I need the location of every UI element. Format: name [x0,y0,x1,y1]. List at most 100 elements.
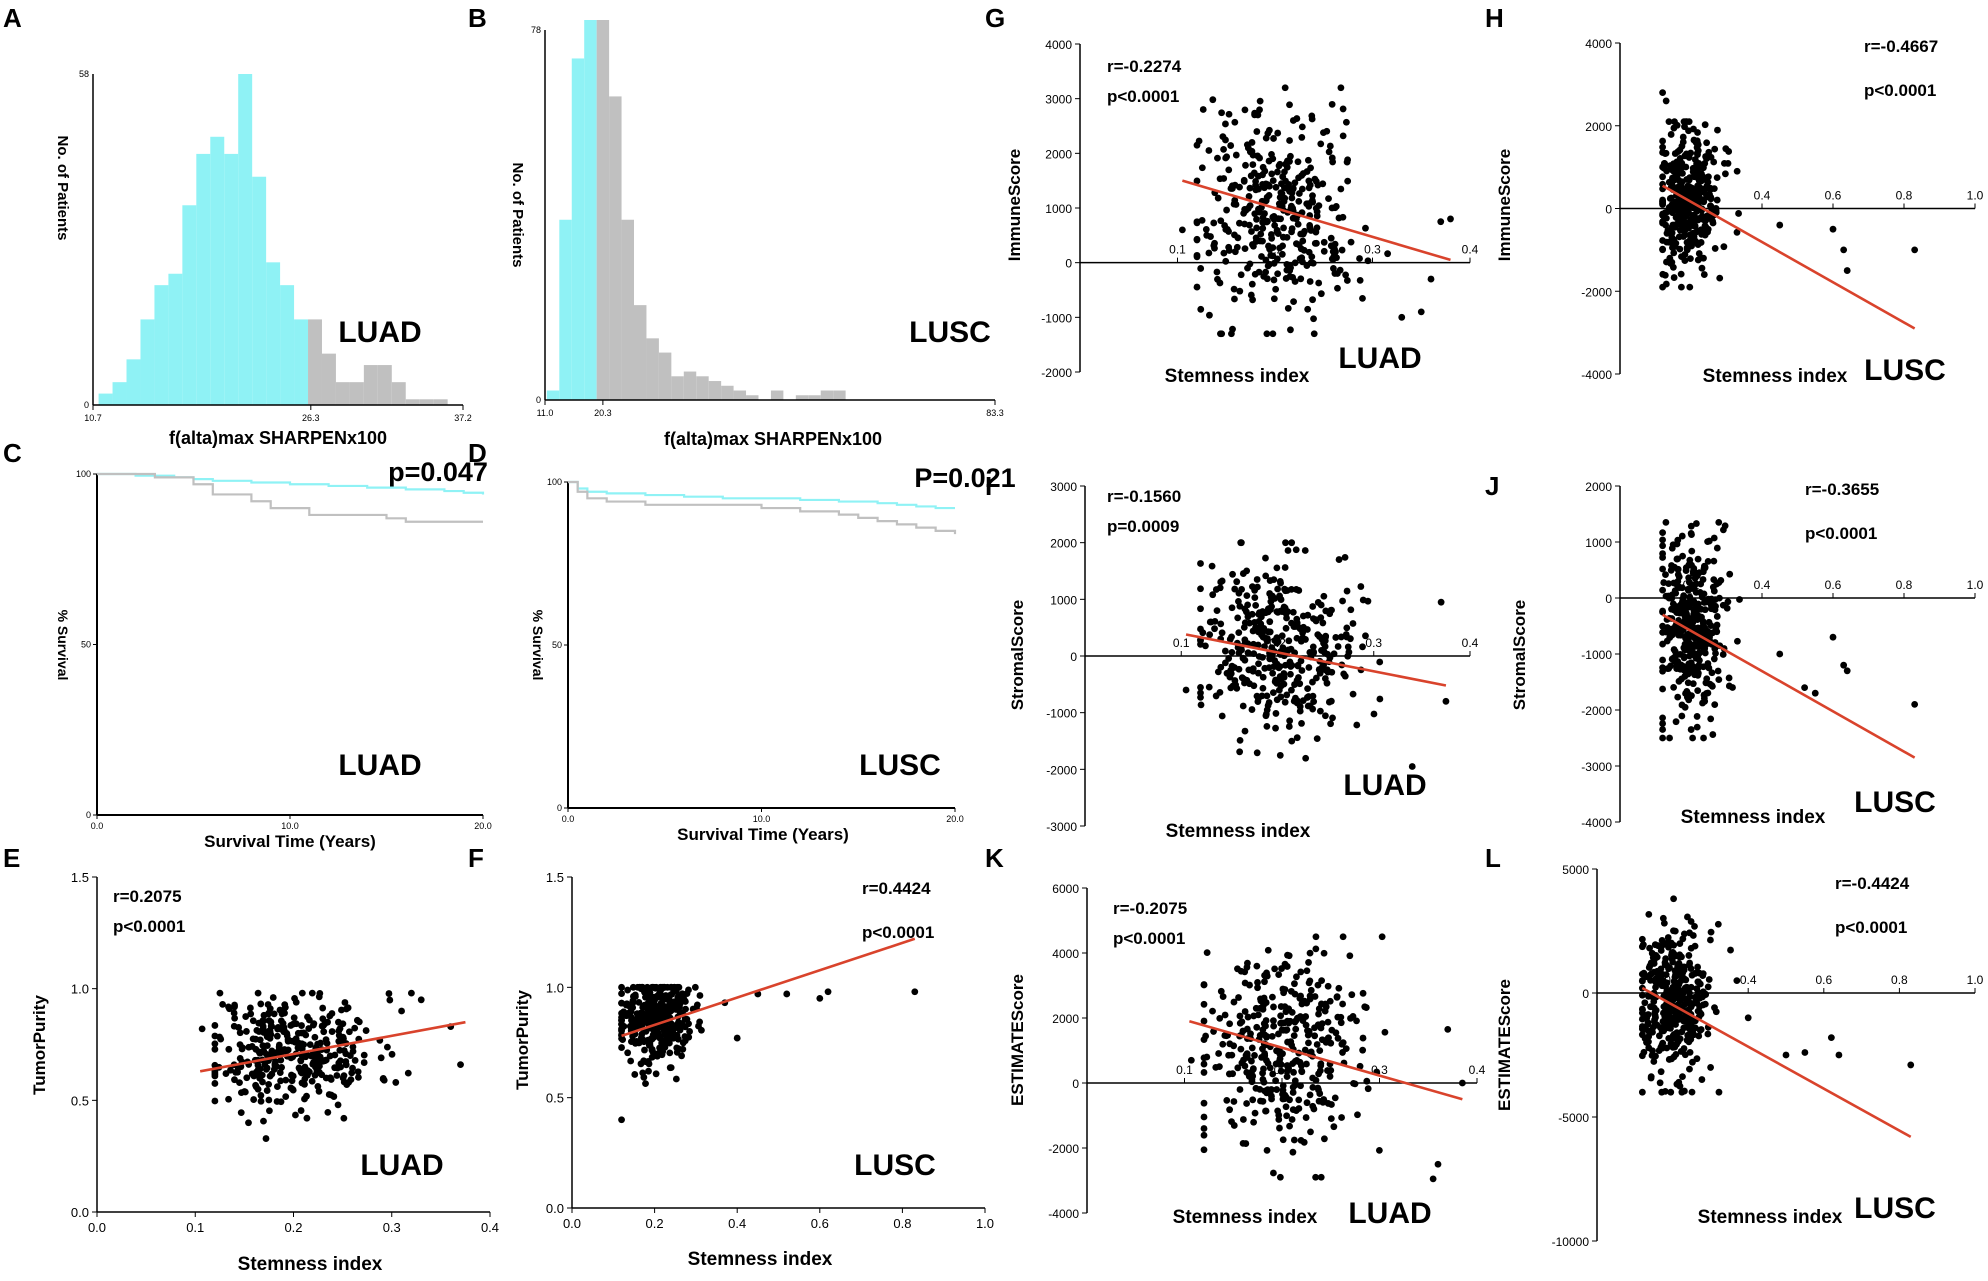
scatter-point [1262,180,1270,188]
histogram-bar [559,219,572,400]
x-tick-label: 0.1 [1176,1063,1193,1077]
y-tick-label: -4000 [1048,1207,1079,1221]
y-tick-label: -10000 [1552,1235,1590,1249]
scatter-point [1268,603,1275,611]
scatter-point [1275,162,1283,170]
x-tick-label: 0.2 [646,1216,664,1231]
scatter-point [1657,965,1665,973]
scatter-point [1670,124,1678,132]
histogram-bar [634,305,647,400]
scatter-point [384,1043,391,1051]
scatter-point [1346,952,1354,960]
scatter-point [302,1053,310,1061]
panel-letter-D: D [468,438,487,468]
scatter-point [1370,710,1378,718]
scatter-point [1302,1013,1310,1020]
scatter-point [1297,968,1305,976]
scatter-point [1680,653,1688,660]
scatter-point [1678,584,1686,592]
scatter-point [1245,192,1253,200]
scatter-point [1300,246,1308,254]
scatter-point [1694,1007,1702,1015]
scatter-point [1328,154,1336,162]
scatter-point [268,1047,276,1055]
scatter-point [360,1059,368,1066]
scatter-point [1684,913,1691,921]
scatter-point [1301,547,1309,554]
p-value-label: P=0.021 [914,463,1015,493]
scatter-point [1193,141,1201,149]
scatter-point [1247,1030,1254,1038]
scatter-point [1683,118,1691,126]
scatter-point [1364,1085,1372,1093]
scatter-point [664,1039,672,1046]
scatter-point [1259,163,1267,171]
scatter-point [1276,1124,1283,1132]
scatter-point [1225,1070,1233,1078]
scatter-point [1225,655,1233,662]
scatter-point [308,1077,316,1085]
y-tick-label: -3000 [1581,760,1612,774]
x-tick-label: 26.3 [302,413,320,423]
scatter-point [1242,1051,1250,1059]
scatter-point [1644,1011,1652,1018]
scatter-point [1288,1008,1296,1016]
y-tick-label: -2000 [1581,285,1612,299]
scatter-point [1343,587,1351,595]
scatter-point [640,1073,648,1081]
scatter-point [1205,249,1213,257]
scatter-point [653,992,661,1000]
scatter-point [1334,1034,1342,1042]
y-tick-label: 0 [1605,203,1612,217]
scatter-point [1276,1050,1284,1058]
scatter-point [1359,1046,1367,1054]
y-tick-label: -3000 [1046,820,1077,834]
scatter-point [1309,603,1317,610]
scatter-point [1274,585,1282,593]
scatter-point [1303,999,1311,1007]
scatter-point [319,1004,327,1012]
scatter-point [225,1095,232,1103]
scatter-point [1305,1039,1312,1047]
scatter-point [1659,656,1666,664]
scatter-point [1215,1050,1223,1057]
scatter-point [1197,560,1204,567]
scatter-point [211,1040,219,1048]
scatter-point [1253,962,1261,970]
scatter-point [1289,185,1297,193]
scatter-point [1250,169,1258,177]
scatter-point [1362,632,1369,640]
y-tick-label: 2000 [1050,537,1077,551]
scatter-point [1331,245,1338,253]
cohort-tag: LUSC [909,316,991,349]
scatter-point [1272,1077,1280,1085]
scatter-point [1304,1031,1312,1039]
scatter-point [1211,244,1218,252]
scatter-point [1231,677,1239,684]
y-tick-label: -4000 [1581,816,1612,830]
scatter-point [1359,294,1366,302]
scatter-point [263,1087,271,1094]
scatter-point [1302,1114,1310,1121]
scatter-point [1661,1023,1668,1031]
scatter-point [633,1015,641,1022]
scatter-point [262,1065,270,1073]
scatter-point [1215,1063,1223,1071]
scatter-point [1298,134,1306,141]
scatter-point [1309,1102,1317,1110]
scatter-point [1291,259,1299,267]
scatter-point [1692,588,1700,596]
scatter-point [1305,664,1313,671]
scatter-point [1202,1032,1210,1040]
scatter-point [198,1025,206,1033]
scatter-point [317,1039,324,1047]
scatter-point [1280,1019,1288,1027]
scatter-point [1319,619,1327,627]
scatter-point [417,996,425,1004]
x-tick-label: 0.4 [1469,1063,1486,1077]
scatter-point [1302,1021,1310,1029]
scatter-point [1328,668,1336,676]
correlation-label: r=0.2075 [113,887,182,906]
scatter-point [1301,1046,1309,1054]
survival-panel-C: 0.0 10.0 20.0 0 50 100 Survival Time (Years) % … [55,457,492,851]
